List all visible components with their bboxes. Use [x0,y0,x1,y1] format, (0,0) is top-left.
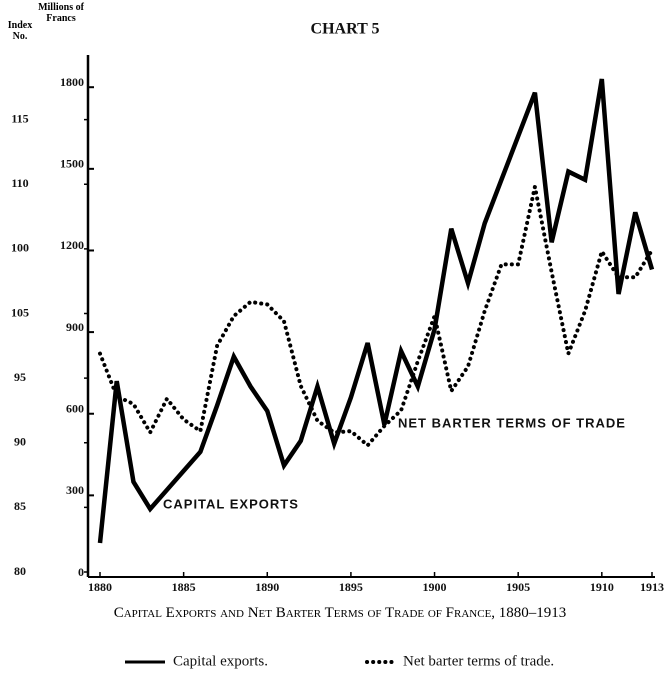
annotation: CAPITAL EXPORTS [163,496,299,511]
series-line [97,78,655,544]
y2-axis-label-box: Index No. [7,20,33,42]
annotation: NET BARTER TERMS OF TRADE [398,415,626,430]
x-tick-label: 1913 [640,580,664,594]
caption-box: Capital Exports and Net Barter Terms of … [113,605,567,621]
y2-tick-label: 80 [14,564,26,578]
y-tick-label: 900 [66,320,84,334]
legend-label: Capital exports. [173,653,268,669]
x-tick-label: 1910 [590,580,614,594]
series-line [98,186,654,449]
y2-tick-label: 100 [11,241,29,255]
x-tick-label: 1895 [339,580,363,594]
y2-tick-label: 95 [14,370,26,384]
x-tick-label: 1900 [423,580,447,594]
y2-axis-label: Index No. [7,20,33,42]
y-tick-label: 1200 [60,238,84,252]
y2-tick-label: 110 [11,176,28,190]
x-tick-label: 1880 [88,580,112,594]
x-tick-label: 1905 [506,580,530,594]
y-tick-label: 1500 [60,157,84,171]
y2-tick-label: 90 [14,435,26,449]
y2-tick-label: 85 [14,499,26,513]
x-tick-label: 1885 [172,580,196,594]
y-tick-label: 1800 [60,75,84,89]
legend-label: Net barter terms of trade. [403,653,554,669]
y-axis-label-box: Millions of Francs [38,2,84,24]
y-tick-label: 0 [78,565,84,579]
y2-tick-label: 105 [11,305,29,319]
caption: Capital Exports and Net Barter Terms of … [113,605,567,621]
x-tick-label: 1890 [255,580,279,594]
y-tick-label: 600 [66,401,84,415]
y-tick-label: 300 [66,483,84,497]
chart-title: CHART 5 [311,21,380,38]
y2-tick-label: 115 [11,111,28,125]
y-axis-label: Millions of Francs [38,2,84,24]
